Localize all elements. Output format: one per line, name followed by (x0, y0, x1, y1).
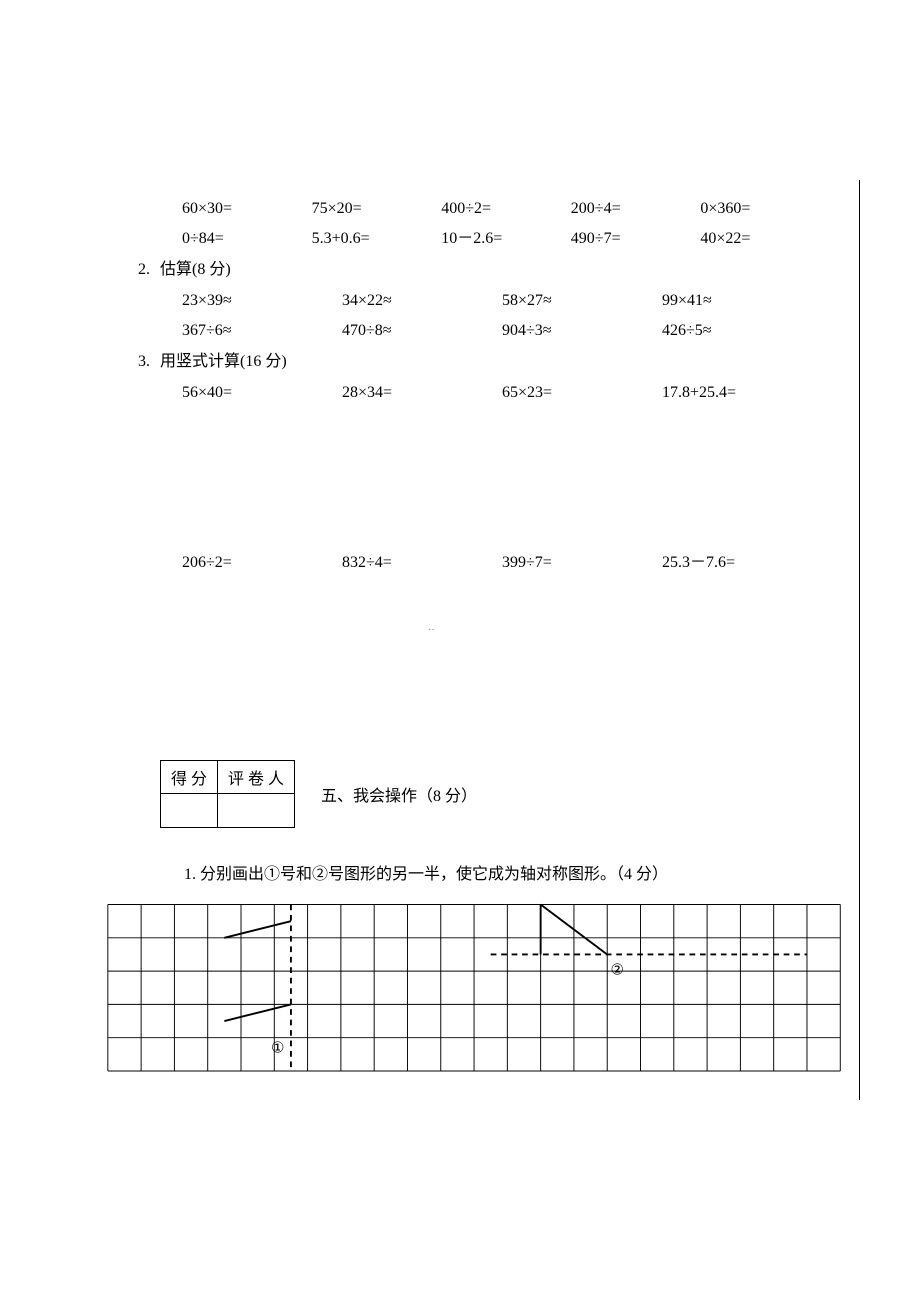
eq-row: 0÷84= 5.3+0.6= 10－2.6= 490÷7= 40×22= (160, 225, 830, 253)
svg-text:①: ① (271, 1040, 285, 1057)
question-text: 分别画出①号和②号图形的另一半，使它成为轴对称图形。（4 分） (200, 866, 668, 883)
equation: 60×30= (182, 195, 312, 223)
equation: 23×39≈ (182, 287, 342, 315)
section-title: 五、我会操作（8 分） (321, 782, 477, 806)
equation: 75×20= (312, 195, 442, 223)
equation: 56×40= (182, 379, 342, 407)
eq-row: 367÷6≈ 470÷8≈ 904÷3≈ 426÷5≈ (160, 317, 830, 345)
section-5: 得 分 评 卷 人 五、我会操作（8 分） 1. 分别画出①号和②号图形的另一半… (160, 760, 840, 884)
equation: 832÷4= (342, 549, 502, 577)
equation: 426÷5≈ (662, 317, 822, 345)
question-number: 1. (184, 866, 196, 883)
score-header: 得 分 (161, 761, 218, 794)
question-number: 3. (138, 347, 160, 377)
equation: 17.8+25.4= (662, 379, 822, 407)
equation: 10－2.6= (441, 225, 571, 253)
score-table: 得 分 评 卷 人 (160, 760, 295, 828)
question-heading: 3. 用竖式计算(16 分) (138, 347, 830, 377)
grader-header: 评 卷 人 (218, 761, 295, 794)
page: 60×30= 75×20= 400÷2= 200÷4= 0×360= 0÷84=… (0, 0, 920, 1302)
center-dots: ·· (428, 625, 434, 627)
equation: 400÷2= (441, 195, 571, 223)
score-cell (161, 794, 218, 828)
equation: 5.3+0.6= (312, 225, 442, 253)
equation: 399÷7= (502, 549, 662, 577)
question-5-1: 1. 分别画出①号和②号图形的另一半，使它成为轴对称图形。（4 分） (184, 860, 840, 884)
equation: 58×27≈ (502, 287, 662, 315)
equation: 0÷84= (182, 225, 312, 253)
equation: 0×360= (700, 195, 830, 223)
equation: 25.3－7.6= (662, 549, 822, 577)
equation: 200÷4= (571, 195, 701, 223)
equation: 490÷7= (571, 225, 701, 253)
question-title: 估算(8 分) (160, 255, 231, 285)
question-heading: 2. 估算(8 分) (138, 255, 830, 285)
equation: 65×23= (502, 379, 662, 407)
grader-cell (218, 794, 295, 828)
equation: 367÷6≈ (182, 317, 342, 345)
vertical-calc-space (160, 409, 830, 549)
eq-row: 60×30= 75×20= 400÷2= 200÷4= 0×360= (160, 195, 830, 223)
symmetry-grid: ①② (90, 895, 860, 1090)
grid-svg: ①② (90, 895, 860, 1090)
eq-row: 206÷2= 832÷4= 399÷7= 25.3－7.6= (160, 549, 830, 577)
equation: 34×22≈ (342, 287, 502, 315)
eq-row: 56×40= 28×34= 65×23= 17.8+25.4= (160, 379, 830, 407)
equation: 904÷3≈ (502, 317, 662, 345)
svg-text:②: ② (611, 961, 625, 978)
content-area: 60×30= 75×20= 400÷2= 200÷4= 0×360= 0÷84=… (0, 0, 920, 577)
equation: 28×34= (342, 379, 502, 407)
equation: 206÷2= (182, 549, 342, 577)
equation: 470÷8≈ (342, 317, 502, 345)
eq-row: 23×39≈ 34×22≈ 58×27≈ 99×41≈ (160, 287, 830, 315)
question-number: 2. (138, 255, 160, 285)
question-title: 用竖式计算(16 分) (160, 347, 287, 377)
equation: 99×41≈ (662, 287, 822, 315)
equation: 40×22= (700, 225, 830, 253)
